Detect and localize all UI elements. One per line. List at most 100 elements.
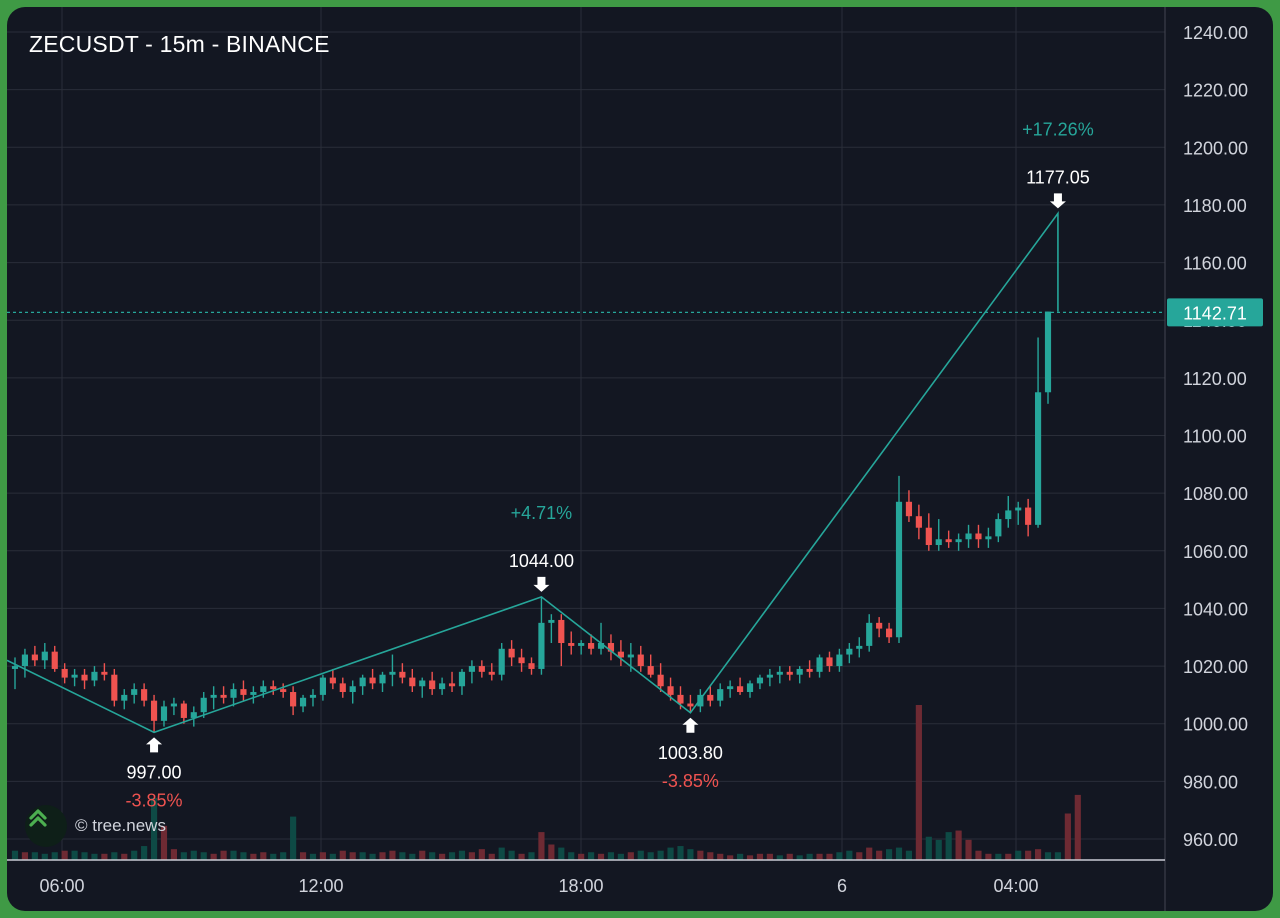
candle-body [339, 683, 346, 693]
y-tick-label: 980.00 [1183, 772, 1238, 792]
candle-body [647, 666, 654, 675]
candle-layer [11, 311, 1052, 733]
volume-bar [180, 852, 187, 860]
candle-body [220, 694, 227, 698]
candle-body [429, 680, 436, 690]
volume-layer [11, 705, 1081, 860]
volume-bar [945, 832, 952, 860]
chart-panel: 997.00 -3.85% 1044.00 +4.71% 1003.80 -3.85% 11… [7, 7, 1273, 911]
pivot-price-label: 1177.05 [1026, 167, 1090, 187]
volume-bar [160, 825, 168, 860]
volume-bar [478, 849, 485, 860]
volume-bar [647, 852, 654, 860]
y-tick-label: 1080.00 [1183, 484, 1248, 504]
candle-body [369, 677, 376, 684]
candle-body [240, 689, 247, 695]
volume-bar [856, 852, 863, 860]
candle-body [1025, 507, 1032, 525]
axis-layer: 1240.001220.001200.001180.001160.001140.… [7, 7, 1263, 911]
volume-bar [250, 853, 257, 860]
candle-body [488, 671, 495, 675]
candle-body [319, 677, 326, 695]
candlestick-chart[interactable]: 997.00 -3.85% 1044.00 +4.71% 1003.80 -3.85% 11… [7, 7, 1273, 911]
candle-body [707, 694, 714, 701]
candle-body [627, 654, 634, 658]
volume-bar [627, 852, 634, 860]
candle-body [1044, 311, 1052, 393]
y-tick-label: 1240.00 [1183, 23, 1248, 43]
candle-body [637, 654, 644, 667]
volume-bar [349, 852, 356, 860]
volume-bar [359, 852, 366, 860]
candle-body [419, 680, 426, 687]
candle-body [41, 651, 48, 661]
candle-body [667, 686, 674, 695]
candle-body [796, 668, 803, 675]
volume-bar [21, 852, 29, 860]
volume-bar [101, 853, 108, 860]
candle-body [568, 643, 575, 646]
candle-body [876, 622, 883, 629]
volume-bar [786, 853, 793, 860]
candle-body [270, 686, 277, 690]
volume-bar [746, 855, 754, 860]
candle-body [200, 697, 207, 713]
volume-bar [657, 850, 664, 860]
volume-bar [409, 853, 416, 860]
candle-body [1034, 392, 1042, 525]
volume-bar [925, 836, 932, 860]
volume-bar [1074, 794, 1081, 860]
pivot-change-label: +17.26% [1022, 119, 1094, 139]
candle-body [915, 516, 922, 528]
volume-bar [230, 850, 237, 860]
candle-body [250, 692, 257, 695]
volume-bar [737, 853, 744, 860]
candle-body [677, 694, 684, 704]
current-price-badge [1167, 298, 1263, 327]
volume-bar [240, 852, 247, 860]
volume-bar [309, 853, 317, 860]
candle-body [91, 671, 98, 681]
volume-bar [429, 852, 436, 860]
volume-bar [399, 852, 406, 860]
candle-body [309, 694, 317, 698]
volume-bar [121, 853, 128, 860]
volume-bar [588, 852, 595, 860]
candle-body [965, 533, 972, 540]
candle-body [588, 643, 595, 649]
candle-body [597, 643, 605, 649]
volume-bar [260, 852, 267, 860]
volume-bar [717, 853, 724, 860]
candle-body [508, 648, 515, 658]
volume-bar [915, 705, 922, 860]
volume-bar [727, 855, 734, 860]
volume-bar [518, 853, 525, 860]
pivot-change-label: -3.85% [126, 790, 183, 810]
volume-bar [558, 847, 565, 860]
volume-bar [697, 850, 704, 860]
candle-body [150, 700, 158, 721]
candle-body [458, 671, 466, 687]
candle-body [766, 674, 773, 678]
chart-title: ZECUSDT - 15m - BINANCE [29, 31, 330, 57]
candle-body [885, 628, 893, 638]
volume-bar [468, 852, 475, 860]
volume-bar [766, 853, 773, 860]
grid-layer [7, 7, 1165, 860]
volume-bar [955, 830, 962, 860]
candle-body [468, 666, 475, 672]
volume-bar [617, 853, 624, 860]
candle-body [617, 651, 624, 658]
candle-body [389, 671, 396, 675]
volume-bar [816, 853, 823, 860]
volume-bar [210, 853, 217, 860]
candle-body [101, 671, 108, 675]
zigzag-layer: 997.00 -3.85% 1044.00 +4.71% 1003.80 -3.85% 11… [7, 119, 1094, 810]
candle-body [359, 677, 366, 687]
volume-bar [1015, 850, 1022, 860]
volume-bar [11, 850, 19, 860]
volume-bar [1025, 850, 1032, 860]
candle-body [528, 663, 535, 669]
x-tick-label: 04:00 [993, 876, 1038, 896]
volume-bar [61, 850, 68, 860]
